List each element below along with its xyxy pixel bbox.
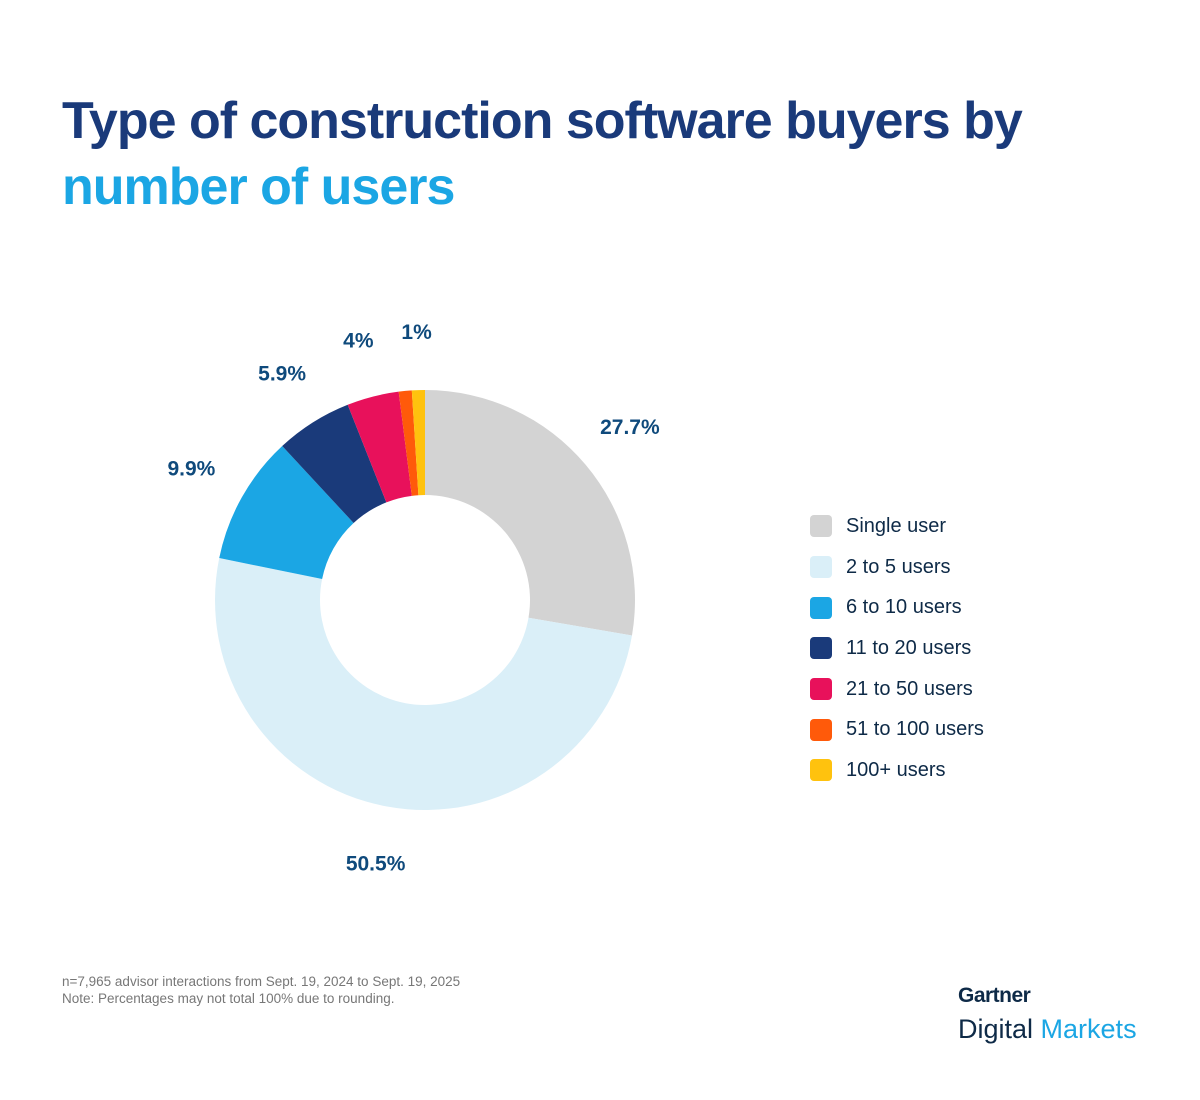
legend-label: 21 to 50 users: [846, 677, 973, 700]
legend-swatch: [810, 556, 832, 579]
slice-11-to-20-users: [282, 404, 387, 524]
logo-digital-markets: Digital Markets: [958, 1014, 1137, 1045]
legend-item: 6 to 10 users: [810, 587, 984, 628]
footnote: n=7,965 advisor interactions from Sept. …: [62, 973, 460, 1007]
footnote-sample: n=7,965 advisor interactions from Sept. …: [62, 974, 461, 989]
data-label: 9.9%: [167, 458, 215, 481]
legend-swatch: [810, 759, 832, 782]
legend-item: 51 to 100 users: [810, 709, 984, 750]
slice-6-to-10-users: [219, 446, 354, 580]
legend-swatch: [810, 596, 832, 619]
slice-21-to-50-users: [347, 391, 412, 503]
legend-item: 21 to 50 users: [810, 669, 984, 710]
slice-100-users: [411, 390, 425, 496]
legend-swatch: [810, 718, 832, 741]
legend-item: 2 to 5 users: [810, 547, 984, 588]
title-line-1: Type of construction software buyers by: [62, 92, 1023, 150]
legend-swatch: [810, 515, 832, 538]
data-label: 50.5%: [346, 852, 406, 875]
legend: Single user 2 to 5 users 6 to 10 users 11 t…: [810, 506, 984, 791]
data-label: 4%: [343, 329, 374, 352]
logo-markets: Markets: [1040, 1014, 1137, 1044]
slice-2-to-5-users: [215, 558, 632, 810]
legend-label: 51 to 100 users: [846, 718, 984, 741]
logo-digital: Digital: [958, 1014, 1034, 1044]
slice-single-user: [425, 390, 635, 636]
chart-title: Type of construction software buyers by …: [62, 88, 1023, 220]
logo-gartner: Gartner: [958, 984, 1031, 1007]
data-label: 27.7%: [600, 416, 660, 439]
legend-item: 11 to 20 users: [810, 628, 984, 669]
legend-swatch: [810, 678, 832, 701]
legend-swatch: [810, 637, 832, 660]
legend-item: 100+ users: [810, 750, 984, 791]
legend-label: 11 to 20 users: [846, 636, 972, 659]
footnote-note: Note: Percentages may not total 100% due…: [62, 991, 395, 1006]
legend-label: 100+ users: [846, 758, 946, 781]
legend-label: 6 to 10 users: [846, 596, 962, 619]
slice-51-to-100-users: [398, 390, 419, 496]
legend-label: Single user: [846, 514, 947, 537]
legend-item: Single user: [810, 506, 984, 547]
title-line-2: number of users: [62, 158, 455, 216]
data-label: 1%: [401, 321, 432, 344]
data-label: 5.9%: [258, 362, 306, 385]
gartner-digital-markets-logo: Gartner Digital Markets: [958, 984, 1137, 1045]
legend-label: 2 to 5 users: [846, 555, 951, 578]
